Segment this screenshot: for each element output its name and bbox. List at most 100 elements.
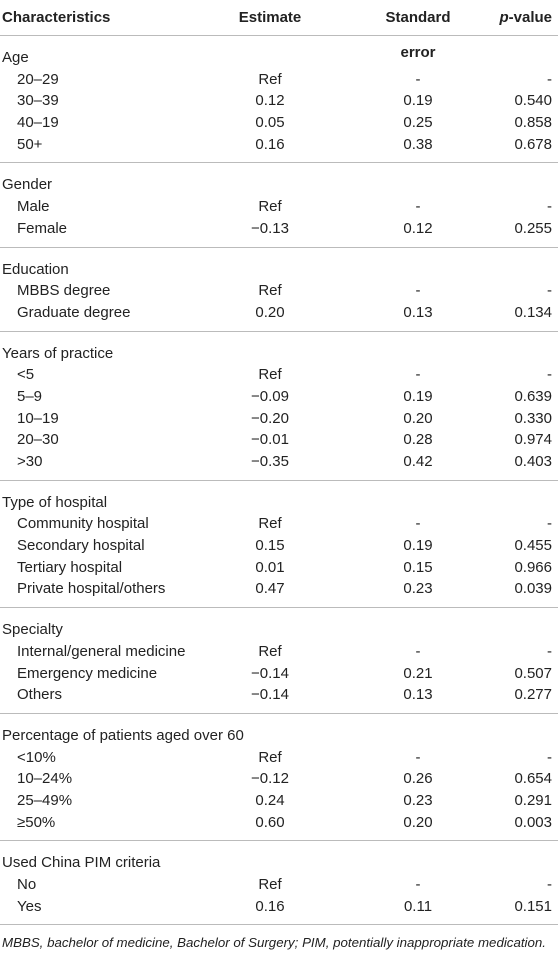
table-cell: 0.13 <box>403 686 433 704</box>
table-row: Graduate degree 0.20 0.13 0.134 <box>0 302 558 324</box>
table-cell: 0.25 <box>403 114 433 132</box>
table-cell: - <box>415 70 421 88</box>
table-cell: 0.23 <box>403 791 433 809</box>
table-row: 50+ 0.16 0.38 0.678 <box>0 134 558 156</box>
table-cell: - <box>415 366 421 384</box>
group-title: Gender <box>2 176 53 194</box>
table-cell: Others <box>17 686 63 704</box>
row-group: Type of hospital Community hospital Ref - - S… <box>0 481 558 609</box>
group-title: Education <box>2 260 69 278</box>
table-cell: - <box>415 515 421 533</box>
table-row: Internal/general medicine Ref - - <box>0 641 558 663</box>
table-cell: 0.19 <box>403 387 433 405</box>
table-row: Community hospital Ref - - <box>0 513 558 535</box>
table-cell: 0.20 <box>403 409 433 427</box>
table-cell: −0.13 <box>251 219 289 237</box>
group-title-row: Education <box>0 259 558 281</box>
table-cell: - <box>547 748 552 766</box>
table-cell: 20–29 <box>17 70 59 88</box>
table-cell: Ref <box>258 642 282 660</box>
table-row: <10% Ref - - <box>0 747 558 769</box>
table-cell: 30–39 <box>17 92 59 110</box>
table-row: >30 −0.35 0.42 0.403 <box>0 451 558 473</box>
table-cell: −0.01 <box>251 431 289 449</box>
footnote: MBBS, bachelor of medicine, Bachelor of … <box>2 935 546 951</box>
table-cell: 0.23 <box>403 580 433 598</box>
table-row: 25–49% 0.24 0.23 0.291 <box>0 790 558 812</box>
table-row: Female −0.13 0.12 0.255 <box>0 218 558 240</box>
table-cell: Ref <box>258 876 282 893</box>
table-cell: 50+ <box>17 135 43 153</box>
table-cell: - <box>415 642 421 660</box>
table-body: Age 20–29 Ref - - 30–39 0.12 0.19 0.540 40–19 0.05… <box>0 36 558 926</box>
table-cell: 0.678 <box>514 135 552 153</box>
table-header: Characteristics Estimate Standard error … <box>0 0 558 61</box>
table-cell: - <box>415 198 421 216</box>
table-cell: −0.14 <box>251 664 289 682</box>
group-title: Used China PIM criteria <box>2 854 161 872</box>
table-row: Others −0.14 0.13 0.277 <box>0 684 558 706</box>
table-cell: 0.151 <box>514 897 552 915</box>
table-cell: Male <box>17 198 50 216</box>
table-cell: 0.47 <box>255 580 285 598</box>
table-cell: Community hospital <box>17 515 149 533</box>
table-cell: Internal/general medicine <box>17 642 186 660</box>
table-cell: 0.403 <box>514 453 552 470</box>
table-cell: 5–9 <box>17 387 43 405</box>
table-cell: 25–49% <box>17 791 73 809</box>
table-cell: 0.16 <box>255 897 285 915</box>
table-row: 20–30 −0.01 0.28 0.974 <box>0 429 558 451</box>
table-cell: 0.003 <box>514 813 552 831</box>
table-cell: 0.20 <box>403 813 433 831</box>
table-cell: - <box>547 515 552 533</box>
table-cell: 0.12 <box>403 219 433 237</box>
table-cell: >30 <box>17 453 43 470</box>
header-cell: Characteristics <box>2 9 111 26</box>
group-title: Type of hospital <box>2 493 108 511</box>
group-title-row: Percentage of patients aged over 60 <box>0 725 558 747</box>
group-title: Years of practice <box>2 344 114 362</box>
table-cell: 0.38 <box>403 135 433 153</box>
table-cell: 0.858 <box>514 114 552 132</box>
group-title: Percentage of patients aged over 60 <box>2 726 244 744</box>
group-title: Specialty <box>2 621 63 639</box>
table-cell: 0.974 <box>514 431 552 449</box>
table-cell: 0.05 <box>255 114 285 132</box>
table-cell: - <box>547 282 552 300</box>
table-cell: 0.966 <box>514 558 552 576</box>
table-cell: Yes <box>17 897 42 915</box>
table-cell: 0.19 <box>403 537 433 555</box>
table-cell: 0.134 <box>514 303 552 321</box>
table-cell: - <box>547 366 552 384</box>
table-cell: 0.12 <box>255 92 285 110</box>
header-row: Characteristics Estimate Standard error … <box>0 0 558 61</box>
table-cell: ≥50% <box>17 813 56 831</box>
table-cell: Ref <box>258 198 282 216</box>
table-cell: 0.507 <box>514 664 552 682</box>
group-title-row: Age <box>0 47 558 69</box>
table-cell: 0.01 <box>255 558 285 576</box>
table-cell: <5 <box>17 366 35 384</box>
table-row: 30–39 0.12 0.19 0.540 <box>0 90 558 112</box>
table-cell: 0.255 <box>514 219 552 237</box>
group-title-row: Type of hospital <box>0 492 558 514</box>
table-cell: 0.15 <box>403 558 433 576</box>
table-cell: 0.15 <box>255 537 285 555</box>
header-text: -value <box>508 9 552 26</box>
row-group: Age 20–29 Ref - - 30–39 0.12 0.19 0.540 40–19 0.05… <box>0 36 558 164</box>
table-cell: 0.42 <box>403 453 433 470</box>
table-cell: −0.12 <box>251 770 289 788</box>
table-cell: - <box>547 876 552 893</box>
header-cell: Estimate <box>238 9 302 26</box>
table-cell: 0.21 <box>403 664 433 682</box>
table-cell: Ref <box>258 70 282 88</box>
table-cell: 0.330 <box>514 409 552 427</box>
table-row: 20–29 Ref - - <box>0 69 558 91</box>
table-cell: Tertiary hospital <box>17 558 123 576</box>
table-cell: Secondary hospital <box>17 537 145 555</box>
table-cell: - <box>547 642 552 660</box>
table-row: 10–19 −0.20 0.20 0.330 <box>0 408 558 430</box>
table-cell: 0.039 <box>514 580 552 598</box>
group-title-row: Gender <box>0 174 558 196</box>
